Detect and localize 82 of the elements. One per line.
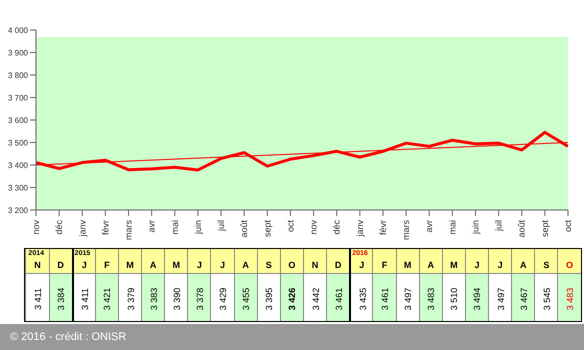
data-label: 3 455 bbox=[241, 288, 252, 310]
data-label: 3 384 bbox=[56, 288, 66, 310]
x-tick-label: juin bbox=[192, 220, 203, 236]
y-tick-label: 3 600 bbox=[8, 116, 29, 125]
x-tick-label: août bbox=[239, 220, 250, 238]
data-label: 3 467 bbox=[518, 288, 529, 310]
x-tick-label: déc bbox=[332, 220, 342, 235]
x-tick-label: mars bbox=[401, 220, 412, 240]
y-tick-label: 3 800 bbox=[8, 70, 29, 80]
data-label: 3 379 bbox=[126, 288, 136, 310]
data-label: 3 395 bbox=[264, 288, 274, 310]
x-tick-label: juil bbox=[216, 220, 226, 232]
y-tick-label: 3 500 bbox=[8, 138, 29, 148]
data-label: 3 383 bbox=[148, 288, 159, 310]
x-tick-label: juil bbox=[494, 220, 504, 232]
text: A bbox=[242, 260, 249, 270]
text: O bbox=[288, 260, 296, 270]
text: M bbox=[172, 260, 180, 270]
text: M bbox=[404, 260, 412, 270]
x-tick-label: mai bbox=[170, 220, 180, 235]
y-tick-label: 3 300 bbox=[8, 183, 29, 192]
data-label: 3 510 bbox=[449, 288, 460, 310]
text: J bbox=[474, 260, 480, 270]
x-tick-label: sept bbox=[540, 220, 550, 238]
x-tick-label: août bbox=[516, 220, 527, 238]
data-label: 3 545 bbox=[542, 288, 552, 310]
x-tick-label: avr bbox=[146, 220, 157, 233]
data-label: 3 461 bbox=[380, 288, 390, 310]
data-label: 3 461 bbox=[334, 288, 344, 310]
data-label: 3 390 bbox=[172, 288, 182, 310]
text: M bbox=[126, 260, 134, 270]
y-tick-label: 4 000 bbox=[8, 26, 29, 35]
data-label: 3 483 bbox=[564, 288, 575, 310]
text: N bbox=[312, 260, 318, 270]
data-label: 3 429 bbox=[218, 288, 228, 310]
text: A bbox=[520, 260, 526, 270]
data-label: 3 411 bbox=[80, 288, 90, 310]
x-tick-label: févr bbox=[100, 220, 110, 236]
text: A bbox=[150, 260, 156, 270]
text: A bbox=[427, 260, 434, 270]
data-label: 3 378 bbox=[194, 288, 205, 310]
text: S bbox=[266, 260, 272, 270]
data-label: 3 483 bbox=[426, 288, 436, 310]
x-tick-label: mai bbox=[447, 220, 458, 235]
y-tick-label: 3 900 bbox=[8, 48, 29, 58]
x-tick-label: oct bbox=[563, 220, 573, 232]
text: M bbox=[450, 260, 458, 270]
x-tick-label: déc bbox=[54, 220, 64, 235]
x-tick-label: janv bbox=[77, 220, 88, 238]
text: J bbox=[359, 260, 364, 270]
data-label: 3 421 bbox=[102, 288, 112, 310]
x-tick-label: févr bbox=[378, 220, 388, 236]
text: © 2016 - crédit : ONISR bbox=[0, 324, 584, 350]
x-tick-label: oct bbox=[285, 220, 296, 232]
text: O bbox=[566, 260, 573, 270]
text: F bbox=[104, 260, 110, 270]
text: F bbox=[382, 260, 388, 270]
x-tick-label: avr bbox=[424, 220, 434, 233]
text: J bbox=[82, 260, 87, 270]
data-label: 3 435 bbox=[358, 288, 368, 310]
data-label: 3 494 bbox=[472, 288, 482, 310]
text: J bbox=[498, 260, 503, 270]
text: J bbox=[196, 260, 202, 270]
data-label: 3 426 bbox=[287, 288, 298, 310]
x-tick-label: juin bbox=[470, 220, 480, 236]
text: S bbox=[543, 260, 550, 270]
x-tick-label: nov bbox=[31, 220, 41, 235]
x-tick-label: nov bbox=[308, 220, 319, 235]
y-tick-label: 3 700 bbox=[8, 93, 29, 102]
text: D bbox=[57, 260, 64, 270]
text: N bbox=[34, 260, 41, 270]
text: J bbox=[220, 260, 226, 270]
x-tick-label: janv bbox=[354, 220, 365, 238]
text: D bbox=[334, 260, 342, 270]
data-label: 3 497 bbox=[403, 288, 414, 310]
data-label: 3 411 bbox=[32, 288, 43, 310]
y-tick-label: 3 200 bbox=[8, 206, 29, 215]
x-tick-label: sept bbox=[262, 220, 272, 238]
x-tick-label: mars bbox=[124, 220, 134, 240]
data-label: 3 442 bbox=[310, 288, 321, 310]
data-label: 3 497 bbox=[496, 288, 506, 310]
y-tick-label: 3 400 bbox=[8, 160, 29, 170]
